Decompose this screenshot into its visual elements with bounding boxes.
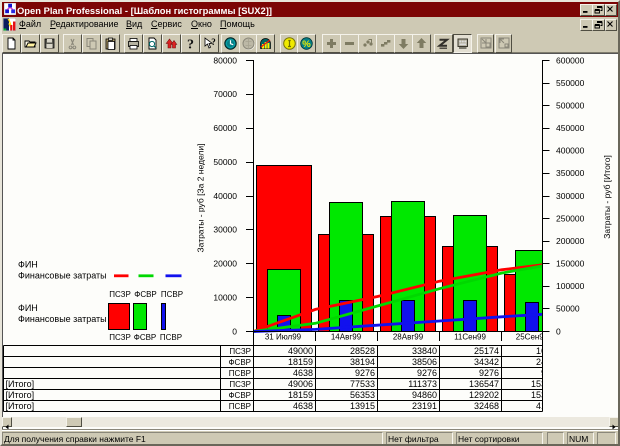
svg-text:ФСВР: ФСВР bbox=[134, 333, 157, 342]
svg-text:38506: 38506 bbox=[412, 357, 437, 367]
svg-text:153228: 153228 bbox=[531, 390, 561, 400]
svg-text:Затраты - руб [За 2 недели]: Затраты - руб [За 2 недели] bbox=[196, 144, 206, 253]
svg-text:4638: 4638 bbox=[293, 368, 313, 378]
svg-text:200000: 200000 bbox=[556, 236, 585, 246]
svg-text:%: % bbox=[302, 39, 311, 50]
svg-text:Затраты - руб [Итого]: Затраты - руб [Итого] bbox=[602, 155, 612, 239]
svg-text:[Итого]: [Итого] bbox=[6, 401, 35, 411]
svg-text:ФСВР: ФСВР bbox=[228, 391, 251, 400]
svg-text:60000: 60000 bbox=[213, 123, 237, 133]
svg-text:9276: 9276 bbox=[417, 368, 437, 378]
svg-text:70000: 70000 bbox=[213, 89, 237, 99]
svg-text:0: 0 bbox=[556, 326, 561, 336]
svg-text:ПСВР: ПСВР bbox=[229, 369, 251, 378]
svg-text:600000: 600000 bbox=[556, 55, 585, 65]
svg-text:33840: 33840 bbox=[412, 346, 437, 356]
svg-text:350000: 350000 bbox=[556, 168, 585, 178]
svg-text:49006: 49006 bbox=[288, 379, 313, 389]
svg-text:25174: 25174 bbox=[474, 346, 499, 356]
svg-text:ФСВР: ФСВР bbox=[134, 290, 157, 299]
svg-text:ПСЗР: ПСЗР bbox=[109, 290, 131, 299]
svg-text:ФСВР: ФСВР bbox=[228, 358, 251, 367]
svg-text:400000: 400000 bbox=[556, 146, 585, 156]
svg-text:Финансовые затраты: Финансовые затраты bbox=[18, 271, 107, 281]
svg-text:80000: 80000 bbox=[213, 55, 237, 65]
svg-text:ПСВР: ПСВР bbox=[161, 290, 183, 299]
svg-text:?: ? bbox=[187, 38, 194, 53]
svg-text:28Авг99: 28Авг99 bbox=[393, 333, 424, 342]
svg-text:150000: 150000 bbox=[556, 259, 585, 269]
svg-text:153383: 153383 bbox=[531, 379, 561, 389]
svg-text:250000: 250000 bbox=[556, 213, 585, 223]
svg-text:40000: 40000 bbox=[213, 191, 237, 201]
svg-text:77533: 77533 bbox=[350, 379, 375, 389]
svg-text:4638: 4638 bbox=[293, 401, 313, 411]
svg-text:32468: 32468 bbox=[474, 401, 499, 411]
svg-text:56353: 56353 bbox=[350, 390, 375, 400]
svg-text:0: 0 bbox=[232, 326, 237, 336]
svg-text:38194: 38194 bbox=[350, 357, 375, 367]
svg-text:25Сен99: 25Сен99 bbox=[516, 333, 549, 342]
svg-text:ПСВР: ПСВР bbox=[229, 402, 251, 411]
svg-text:18159: 18159 bbox=[288, 390, 313, 400]
svg-text:Финансовые затраты: Финансовые затраты bbox=[18, 314, 107, 324]
svg-text:49000: 49000 bbox=[288, 346, 313, 356]
svg-text:24026: 24026 bbox=[536, 357, 561, 367]
svg-text:18159: 18159 bbox=[288, 357, 313, 367]
svg-text:31 Июл99: 31 Июл99 bbox=[265, 333, 302, 342]
svg-text:ПСЗР: ПСЗР bbox=[109, 333, 131, 342]
svg-text:[Итого]: [Итого] bbox=[6, 379, 35, 389]
svg-text:136547: 136547 bbox=[469, 379, 499, 389]
svg-text:14Авг99: 14Авг99 bbox=[331, 333, 362, 342]
svg-text:28528: 28528 bbox=[350, 346, 375, 356]
svg-text:94860: 94860 bbox=[412, 390, 437, 400]
svg-text:ПСЗР: ПСЗР bbox=[229, 347, 251, 356]
svg-text:100000: 100000 bbox=[556, 281, 585, 291]
svg-text:13915: 13915 bbox=[350, 401, 375, 411]
svg-text:16836: 16836 bbox=[536, 346, 561, 356]
svg-text:41744: 41744 bbox=[536, 401, 561, 411]
svg-text:30000: 30000 bbox=[213, 225, 237, 235]
svg-text:550000: 550000 bbox=[556, 78, 585, 88]
svg-text:20000: 20000 bbox=[213, 259, 237, 269]
svg-text:500000: 500000 bbox=[556, 101, 585, 111]
svg-text:10000: 10000 bbox=[213, 292, 237, 302]
svg-text:[Итого]: [Итого] bbox=[6, 390, 35, 400]
svg-text:ФИН: ФИН bbox=[18, 303, 38, 313]
svg-text:450000: 450000 bbox=[556, 123, 585, 133]
svg-text:50000: 50000 bbox=[213, 157, 237, 167]
svg-text:9276: 9276 bbox=[541, 368, 561, 378]
svg-text:?: ? bbox=[211, 37, 216, 47]
svg-text:9276: 9276 bbox=[479, 368, 499, 378]
svg-text:129202: 129202 bbox=[469, 390, 499, 400]
svg-text:11Сен99: 11Сен99 bbox=[454, 333, 486, 342]
svg-text:34342: 34342 bbox=[474, 357, 499, 367]
svg-text:300000: 300000 bbox=[556, 191, 585, 201]
svg-text:9276: 9276 bbox=[355, 368, 375, 378]
svg-text:ПСЗР: ПСЗР bbox=[229, 380, 251, 389]
svg-text:50000: 50000 bbox=[556, 304, 580, 314]
svg-text:ПСВР: ПСВР bbox=[160, 333, 182, 342]
svg-text:111373: 111373 bbox=[408, 379, 437, 389]
svg-text:ФИН: ФИН bbox=[18, 260, 38, 270]
svg-text:23191: 23191 bbox=[412, 401, 437, 411]
